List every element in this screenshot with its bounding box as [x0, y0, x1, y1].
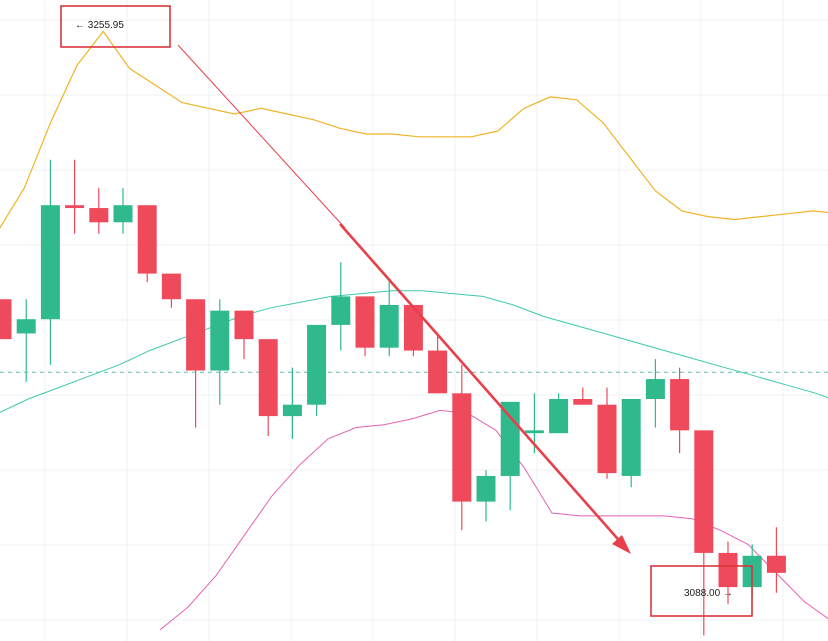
candle-body-down	[670, 379, 690, 431]
thin-trend-line	[177, 44, 346, 229]
candle	[476, 470, 496, 522]
candle-body-up	[16, 319, 36, 334]
candle	[549, 393, 569, 434]
candle-body-down	[597, 404, 617, 474]
candle	[597, 387, 617, 479]
candle-body-up	[549, 399, 569, 434]
candle-body-down	[452, 393, 472, 502]
candle-body-down	[766, 555, 786, 573]
candle	[403, 304, 423, 357]
candle	[621, 399, 641, 488]
candle-body-up	[113, 205, 133, 223]
candle-body-down	[65, 205, 85, 209]
low-price-label: 3088.00 →	[684, 588, 733, 599]
candle-body-down	[0, 299, 12, 340]
candle	[500, 401, 520, 511]
candle	[428, 336, 448, 394]
candle	[379, 279, 399, 357]
candle	[258, 339, 278, 437]
candle	[766, 527, 786, 593]
candle	[307, 324, 327, 417]
candle-body-up	[379, 304, 399, 348]
candle	[670, 367, 690, 454]
candle	[65, 159, 85, 234]
high-price-box	[60, 5, 171, 48]
candle-body-down	[161, 273, 181, 300]
upper-band-line	[0, 30, 828, 229]
candle	[186, 299, 206, 428]
candle-body-down	[258, 339, 278, 417]
candle-body-down	[573, 399, 593, 405]
trend-arrow-head	[612, 535, 631, 554]
candle	[113, 188, 133, 234]
candle	[161, 273, 181, 308]
candle	[718, 541, 738, 605]
candle	[694, 430, 714, 636]
candle-body-up	[500, 401, 520, 476]
candle-body-up	[40, 205, 60, 320]
candle-body-up	[476, 475, 496, 502]
candle	[331, 262, 351, 351]
candle-body-up	[282, 404, 302, 417]
candle-body-down	[718, 552, 738, 588]
candle	[282, 367, 302, 439]
middle-band-line	[0, 290, 828, 413]
candle-body-down	[428, 350, 448, 394]
candle	[355, 296, 375, 357]
trend-arrow-line	[339, 223, 625, 547]
candle-body-down	[137, 205, 157, 274]
candle	[452, 364, 472, 531]
candle-body-down	[403, 304, 423, 351]
low-price-box	[650, 565, 753, 617]
annotations: ← 3255.95 3088.00 →	[60, 5, 753, 617]
candle-body-up	[307, 324, 327, 405]
candle	[210, 299, 230, 405]
candle	[645, 359, 665, 428]
bollinger-bands	[0, 30, 828, 631]
candle	[137, 205, 157, 283]
candle	[0, 299, 12, 340]
candle-body-down	[89, 208, 109, 223]
candle-body-up	[331, 296, 351, 325]
lower-band-line	[159, 409, 828, 631]
candles	[0, 159, 786, 636]
high-price-label: ← 3255.95	[75, 20, 124, 31]
candle-body-down	[694, 430, 714, 553]
candle-body-down	[355, 296, 375, 348]
candle-body-up	[621, 399, 641, 476]
candle-body-down	[234, 310, 254, 340]
candle	[40, 159, 60, 365]
candle-body-down	[186, 299, 206, 371]
candle	[16, 299, 36, 382]
candle-body-up	[645, 379, 665, 399]
candle	[89, 188, 109, 234]
candle	[234, 310, 254, 360]
candle	[573, 387, 593, 405]
candle-body-up	[524, 430, 544, 434]
candle-body-up	[210, 310, 230, 371]
